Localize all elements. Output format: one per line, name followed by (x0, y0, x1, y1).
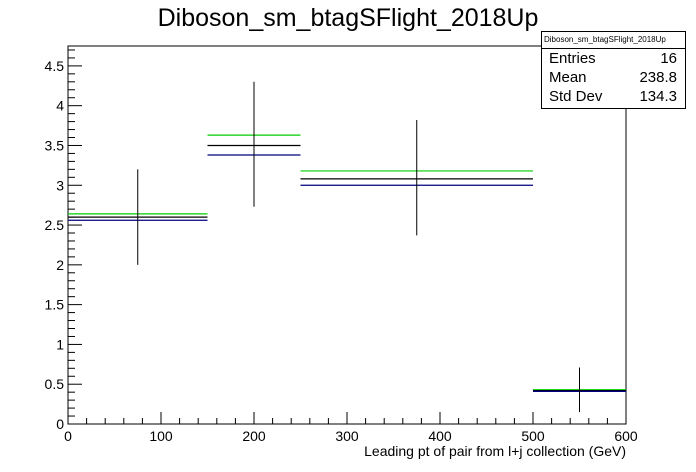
y-tick-label: 3.5 (45, 137, 65, 153)
stats-mean-label: Mean (549, 69, 587, 86)
y-tick-label: 4 (56, 98, 64, 114)
axes: 0 100 200 300 400 500 600 0 0.5 1 1.5 2 2.5 3 3.5 4 4.5 (45, 45, 638, 444)
stats-stddev-value: 134.3 (639, 88, 677, 105)
stats-mean-value: 238.8 (639, 69, 677, 86)
y-tick-label: 0.5 (45, 376, 65, 392)
stats-mean-row: Mean 238.8 (542, 68, 685, 87)
stats-stddev-label: Std Dev (549, 88, 603, 105)
x-tick-label: 300 (335, 428, 359, 444)
stats-entries-row: Entries 16 (542, 49, 685, 68)
stats-stddev-row: Std Dev 134.3 (542, 87, 685, 106)
histogram-marks (68, 81, 626, 413)
x-tick-label: 100 (149, 428, 173, 444)
y-tick-label: 0 (56, 416, 64, 432)
stats-box: Diboson_sm_btagSFlight_2018Up Entries 16… (541, 31, 686, 109)
x-tick-label: 400 (428, 428, 452, 444)
chart-title: Diboson_sm_btagSFlight_2018Up (157, 4, 539, 32)
stats-entries-label: Entries (549, 50, 596, 67)
x-tick-label: 600 (614, 428, 638, 444)
y-tick-label: 1.5 (45, 297, 65, 313)
y-tick-label: 2 (56, 257, 64, 273)
stats-box-name: Diboson_sm_btagSFlight_2018Up (542, 32, 685, 49)
x-tick-label: 500 (521, 428, 545, 444)
stats-entries-value: 16 (660, 50, 677, 67)
x-axis-label: Leading pt of pair from l+j collection (… (364, 443, 626, 459)
x-tick-label: 0 (64, 428, 72, 444)
y-tick-label: 1 (56, 336, 64, 352)
y-tick-label: 2.5 (45, 217, 65, 233)
y-tick-label: 4.5 (45, 58, 65, 74)
y-tick-label: 3 (56, 177, 64, 193)
x-tick-label: 200 (242, 428, 266, 444)
